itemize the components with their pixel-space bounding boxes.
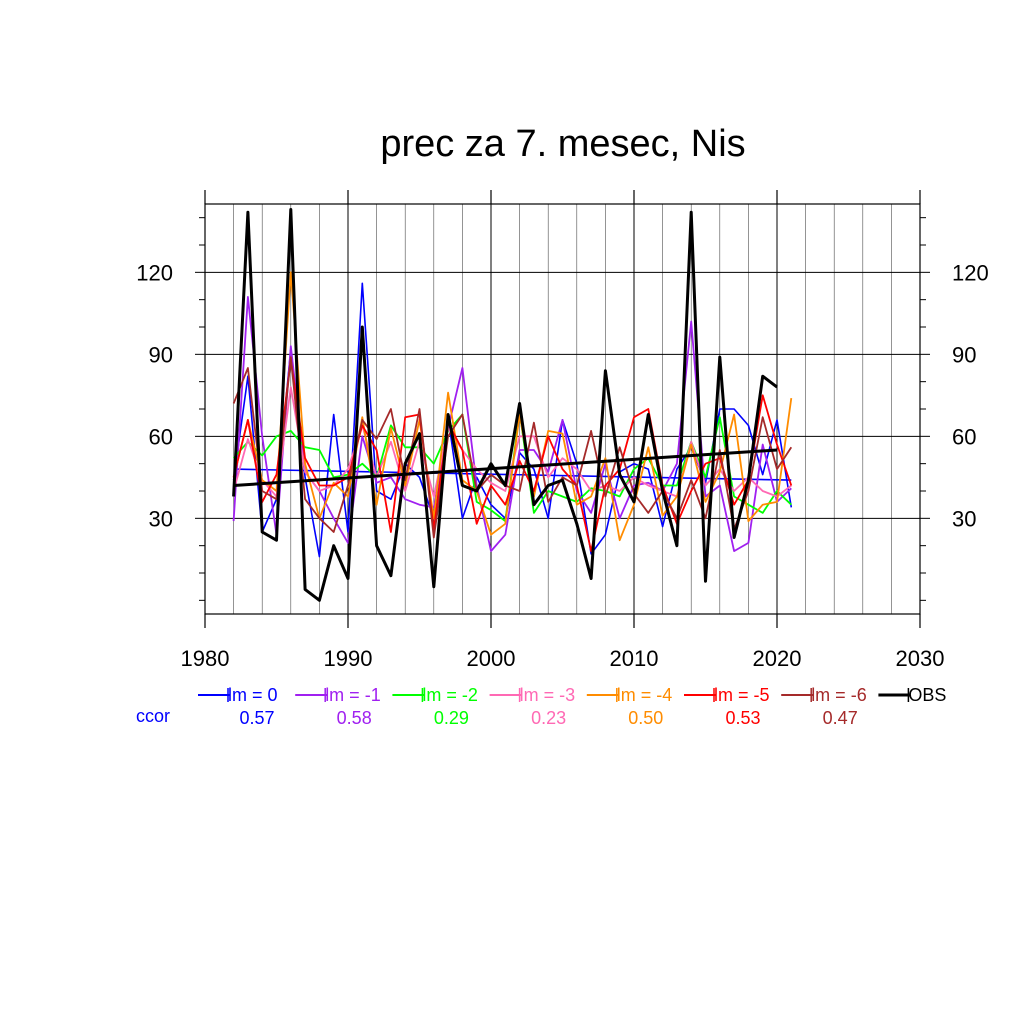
ccor-value: 0.53 [725,708,760,728]
legend-label: lm = -5 [714,685,770,705]
y-tick-label-left: 120 [136,260,173,285]
series-line [232,356,793,539]
y-tick-label-left: 30 [149,506,173,531]
x-tick-label: 1990 [324,646,373,671]
ccor-value: 0.23 [531,708,566,728]
axis-tick-labels: 1980 1990 2000 2010 2020 2030 30 30 60 60 90 90 120 1… [136,260,988,671]
plot-frame [195,190,930,628]
legend-label: lm = 0 [228,685,278,705]
y-tick-label-left: 90 [149,342,173,367]
x-tick-label: 2010 [610,646,659,671]
series-layer [232,208,793,602]
y-tick-label-left: 60 [149,424,173,449]
chart-title: prec za 7. mesec, Nis [380,123,745,165]
ccor-value: 0.58 [337,708,372,728]
legend-label: lm = -1 [325,685,381,705]
legend: lm = 0 0.57 lm = -1 0.58 lm = -2 0.29 lm = -3 0… [136,685,946,728]
x-tick-label: 2030 [896,646,945,671]
x-tick-label: 1980 [181,646,230,671]
y-tick-label-right: 120 [952,260,989,285]
ccor-value: 0.50 [628,708,663,728]
y-tick-label-right: 30 [952,506,976,531]
legend-label: lm = -2 [422,685,478,705]
legend-label: lm = -4 [617,685,673,705]
y-tick-label-right: 60 [952,424,976,449]
x-tick-label: 2000 [467,646,516,671]
ccor-label: ccor [136,706,170,726]
legend-label: lm = -3 [520,685,576,705]
plot-border [204,203,921,615]
series-line [232,271,793,542]
legend-label: lm = -6 [811,685,867,705]
series-line [232,208,778,602]
legend-label: OBS [908,685,946,705]
ccor-value: 0.29 [434,708,469,728]
y-tick-label-right: 90 [952,342,976,367]
ccor-value: 0.47 [823,708,858,728]
obs-trend-line [233,448,778,487]
ccor-value: 0.57 [239,708,274,728]
grid [205,204,920,614]
x-tick-label: 2020 [753,646,802,671]
series-line [232,358,793,552]
